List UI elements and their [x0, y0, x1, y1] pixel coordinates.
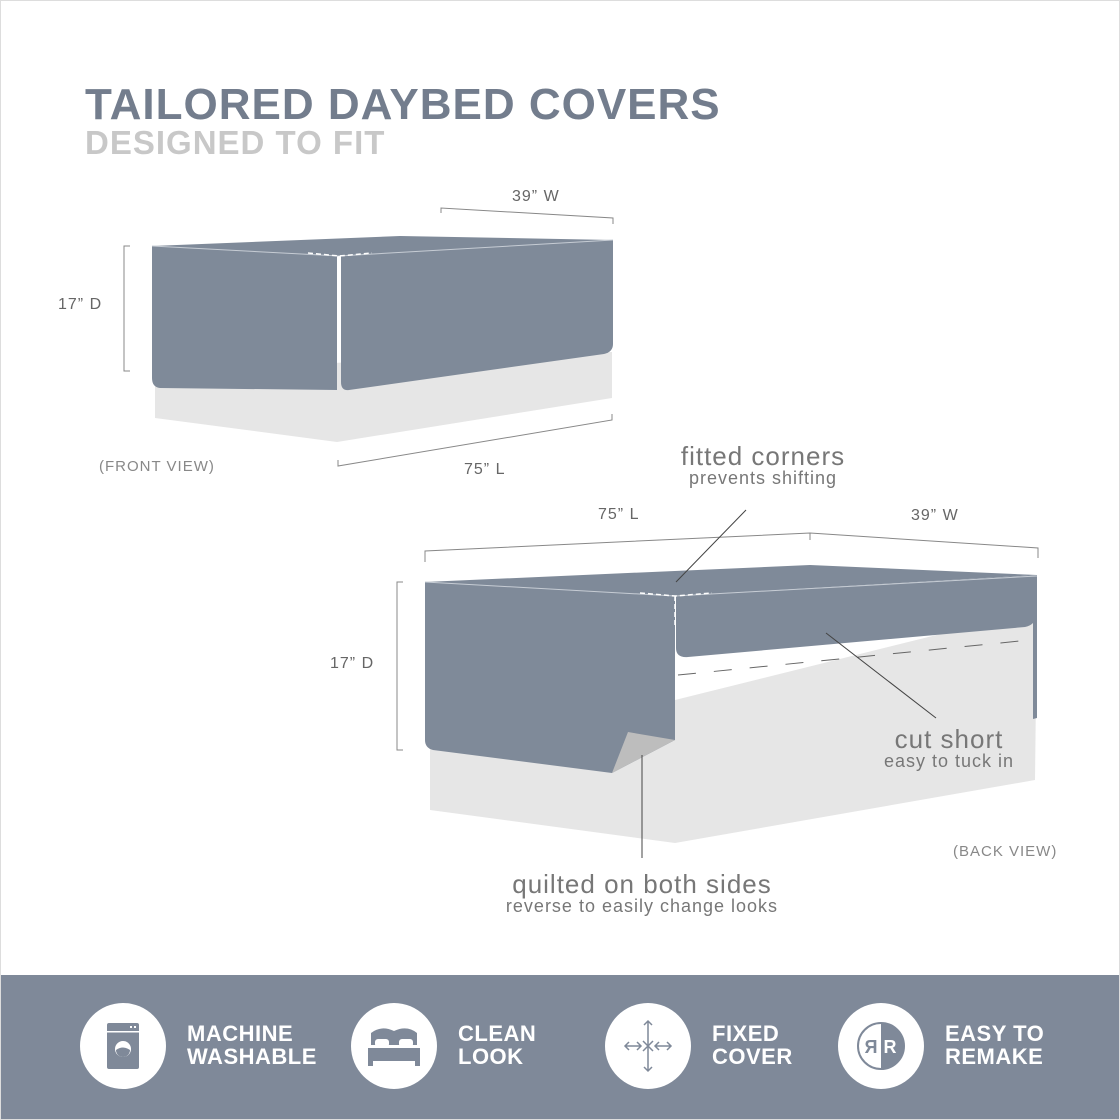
washing-machine-icon: [80, 1003, 166, 1089]
back-depth-label: 17” D: [330, 655, 375, 672]
feature-clean-look: CLEAN LOOK: [458, 1021, 537, 1069]
back-cover-left-panel: [425, 582, 675, 773]
quilted-reverse-fold: [612, 732, 675, 773]
daybed-illustrations: [123, 207, 1039, 858]
front-dimension-lines: [123, 207, 614, 467]
svg-text:R: R: [884, 1037, 897, 1057]
feature-easy-to-remake: EASY TO REMAKE: [945, 1021, 1045, 1069]
callout-heading: cut short: [894, 724, 1004, 754]
svg-text:R: R: [865, 1037, 878, 1057]
callout-quilted: quilted on both sides reverse to easily …: [482, 871, 802, 915]
front-width-label: 39” W: [512, 188, 560, 205]
bed-icon: [351, 1003, 437, 1089]
front-length-label: 75” L: [464, 461, 506, 478]
callout-sub: prevents shifting: [688, 468, 838, 488]
callout-heading: fitted corners: [680, 441, 846, 471]
front-depth-label: 17” D: [58, 296, 103, 313]
callout-heading: quilted on both sides: [512, 869, 772, 899]
back-dimension-lines: [396, 532, 1039, 751]
page-title: TAILORED DAYBED COVERS: [85, 80, 721, 129]
callout-sub: reverse to easily change looks: [505, 896, 779, 916]
front-cover-right-panel: [341, 240, 613, 391]
back-view-daybed: [424, 565, 1038, 843]
back-cover-right-panel: [676, 575, 1037, 658]
page-subtitle: DESIGNED TO FIT: [85, 124, 386, 161]
callout-sub: easy to tuck in: [883, 751, 1015, 771]
back-base: [430, 610, 1037, 843]
front-cover-top: [152, 236, 613, 256]
arrows-cross-icon: [605, 1003, 691, 1089]
back-length-label: 75” L: [598, 506, 640, 523]
front-view-label: (FRONT VIEW): [99, 458, 215, 475]
front-cover-left-panel: [152, 246, 337, 390]
callout-cut-short: cut short easy to tuck in: [866, 726, 1032, 770]
feature-fixed-cover: FIXED COVER: [712, 1021, 793, 1069]
callout-fitted-corners: fitted corners prevents shifting: [660, 443, 866, 487]
back-width-label: 39” W: [911, 507, 959, 524]
back-cover-top: [425, 565, 1037, 596]
back-view-label: (BACK VIEW): [953, 843, 1058, 860]
feature-machine-washable: MACHINE WASHABLE: [187, 1021, 317, 1069]
callout-leader-lines: [641, 509, 937, 858]
front-view-daybed: [151, 236, 614, 442]
